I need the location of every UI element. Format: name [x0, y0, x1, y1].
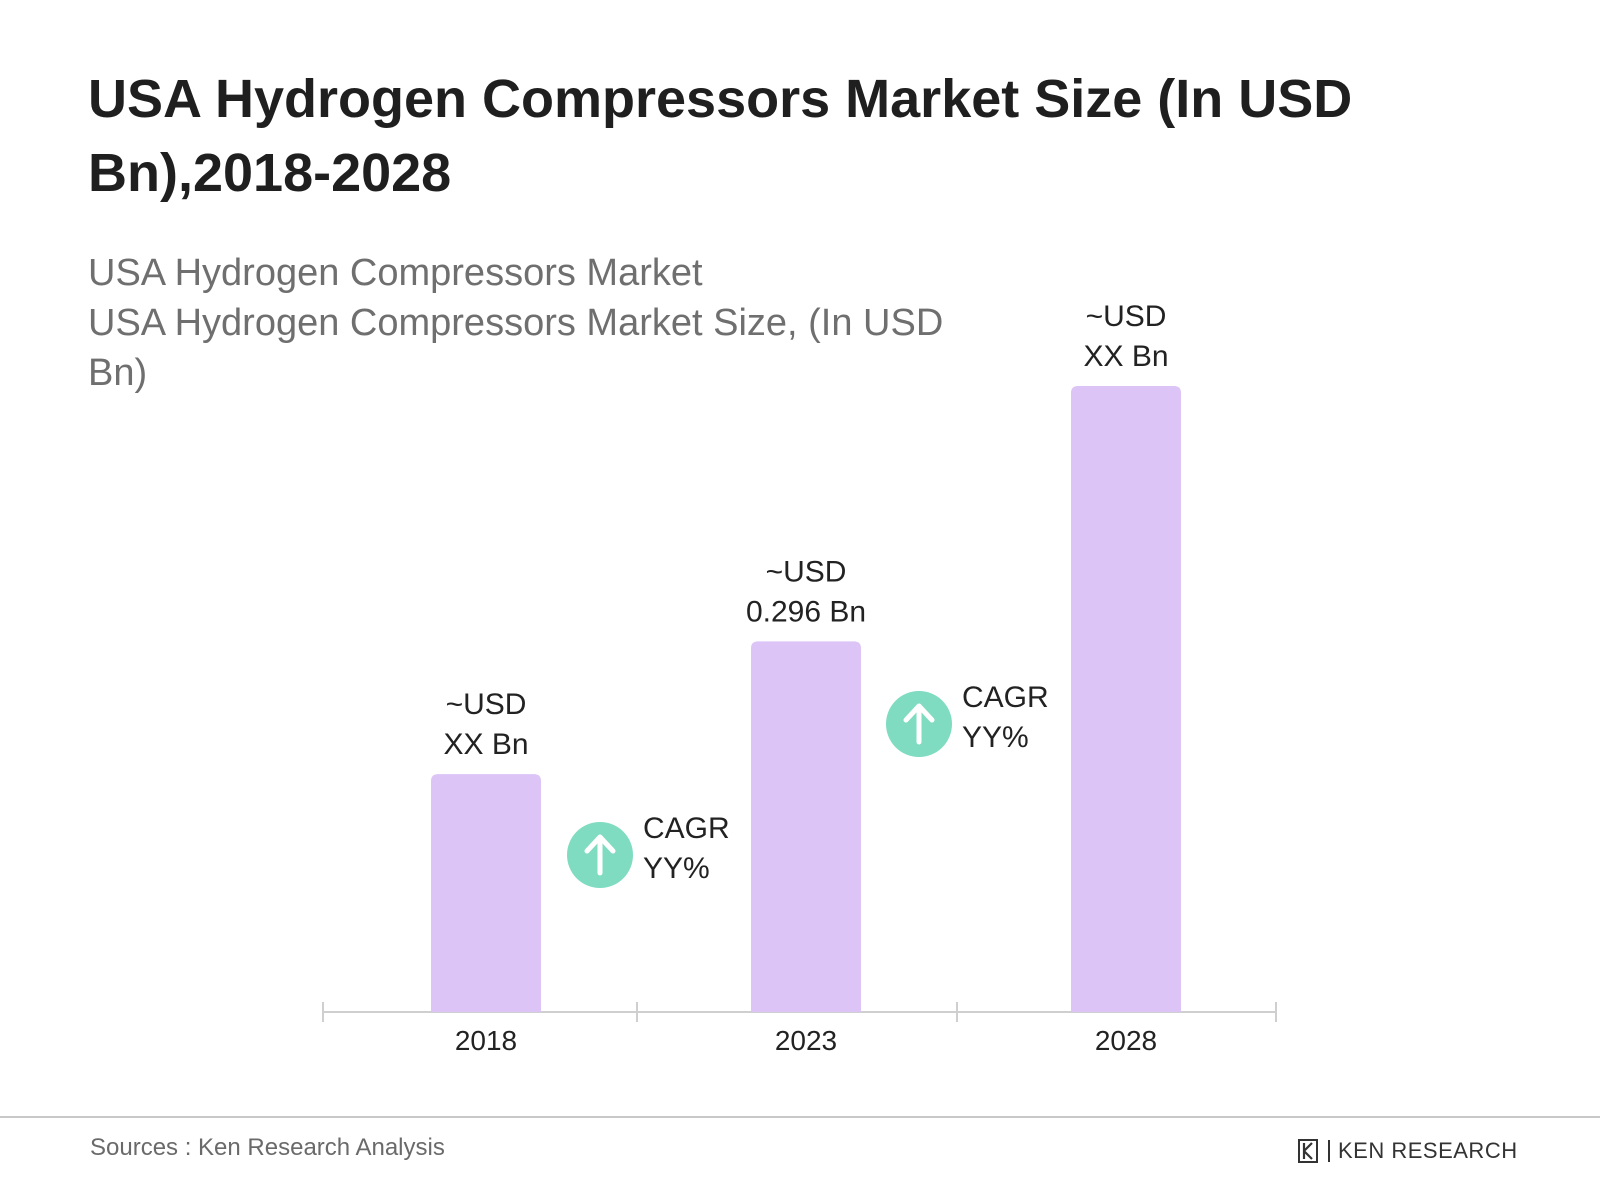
cagr-label-1-line-2: YY% — [643, 852, 710, 885]
brand-separator — [1328, 1140, 1330, 1162]
x-tick-label-2018: 2018 — [455, 1025, 517, 1056]
data-label-2023-line-2: 0.296 Bn — [746, 595, 866, 628]
cagr-arrow-up-glyph-1 — [584, 834, 616, 876]
x-tick-label-2023: 2023 — [775, 1025, 837, 1056]
data-label-2018-line-2: XX Bn — [443, 728, 528, 761]
data-label-2028-line-1: ~USD — [1086, 300, 1167, 333]
data-label-2028-line-2: XX Bn — [1083, 340, 1168, 373]
cagr-label-2-line-1: CAGR — [962, 681, 1049, 714]
cagr-label-2-line-2: YY% — [962, 721, 1029, 754]
cagr-label-1-line-1: CAGR — [643, 812, 730, 845]
x-tick-label-2028: 2028 — [1095, 1025, 1157, 1056]
cagr-arrow-up-glyph-2 — [903, 703, 935, 745]
bar-2023 — [751, 641, 861, 1012]
subtitle-line-2: USA Hydrogen Compressors Market Size, (I… — [88, 302, 944, 394]
brand-name: KEN RESEARCH — [1338, 1138, 1518, 1163]
ken-research-logo-icon — [1298, 1139, 1318, 1163]
bar-2028 — [1071, 386, 1181, 1012]
subtitle-line-1: USA Hydrogen Compressors Market — [88, 252, 703, 294]
data-label-2023-line-1: ~USD — [766, 555, 847, 588]
chart-subtitle: USA Hydrogen Compressors Market USA Hydr… — [88, 248, 968, 398]
source-note: Sources : Ken Research Analysis — [90, 1134, 445, 1161]
bar-2018 — [431, 774, 541, 1012]
footer-divider — [0, 1116, 1600, 1118]
brand-logo: KEN RESEARCH — [1296, 1136, 1518, 1166]
data-label-2018-line-1: ~USD — [446, 688, 527, 721]
chart-title: USA Hydrogen Compressors Market Size (In… — [88, 69, 1353, 203]
